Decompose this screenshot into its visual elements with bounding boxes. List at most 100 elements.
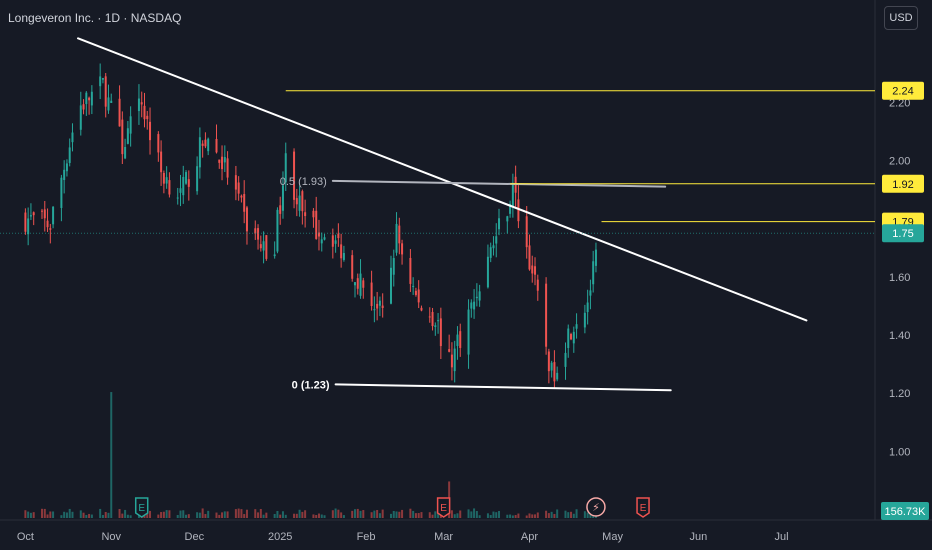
volume-bar bbox=[312, 514, 315, 518]
candle-body bbox=[320, 239, 323, 244]
volume-bar bbox=[381, 509, 384, 518]
volume-bar bbox=[237, 508, 240, 518]
volume-bar bbox=[495, 512, 498, 518]
volume-bar bbox=[459, 510, 462, 518]
candle-body bbox=[373, 309, 376, 311]
volume-bar bbox=[389, 513, 392, 518]
volume-bar bbox=[284, 514, 287, 518]
candle-body bbox=[168, 180, 171, 195]
earnings-event-label: E bbox=[138, 503, 145, 514]
y-tick-label: 1.20 bbox=[889, 388, 910, 400]
volume-bar bbox=[398, 511, 401, 518]
volume-bar bbox=[68, 508, 71, 518]
candle-body bbox=[450, 354, 453, 368]
volume-bar bbox=[536, 512, 539, 518]
time-axis[interactable]: Oct Nov Dec 2025 Feb Mar Apr May Jun Jul bbox=[17, 531, 789, 543]
candle-body bbox=[24, 212, 27, 232]
candle-body bbox=[434, 325, 437, 327]
candle-body bbox=[107, 97, 110, 111]
volume-bar bbox=[276, 510, 279, 518]
candle-body bbox=[331, 235, 334, 247]
volume-bar bbox=[525, 515, 528, 518]
candle-body bbox=[29, 215, 32, 217]
candle-body bbox=[157, 134, 160, 153]
candle-body bbox=[204, 139, 207, 147]
volume-label: 156.73K bbox=[885, 506, 927, 518]
volume-bar bbox=[146, 512, 149, 518]
candle-body bbox=[506, 216, 509, 222]
y-tick-label: 1.00 bbox=[889, 446, 910, 458]
volume-bar bbox=[187, 514, 190, 518]
candle-body bbox=[589, 290, 592, 296]
candles bbox=[24, 63, 597, 388]
trendline bbox=[334, 383, 672, 392]
candle-body bbox=[534, 266, 537, 275]
candle-body bbox=[370, 282, 373, 306]
volume-bars bbox=[24, 392, 597, 518]
trendline bbox=[331, 179, 667, 188]
price-axis[interactable]: 2.202.001.601.401.201.002.241.921.791.75… bbox=[881, 81, 929, 520]
candle-body bbox=[71, 132, 74, 143]
candle-body bbox=[279, 205, 282, 214]
candle-body bbox=[395, 223, 398, 253]
volume-bar bbox=[531, 514, 534, 518]
volume-bar bbox=[567, 512, 570, 518]
volume-bar bbox=[342, 515, 345, 518]
candle-body bbox=[583, 312, 586, 328]
candle-body bbox=[196, 166, 199, 192]
candle-body bbox=[254, 228, 257, 234]
candle-body bbox=[498, 218, 501, 230]
candle-body bbox=[226, 158, 229, 178]
candle-body bbox=[317, 232, 320, 237]
x-tick-label: Jul bbox=[774, 531, 788, 543]
volume-bar bbox=[506, 514, 509, 518]
candle-body bbox=[362, 280, 365, 288]
earnings-event-icon bbox=[636, 497, 650, 518]
candle-body bbox=[556, 372, 559, 380]
earnings-event-label: E bbox=[440, 503, 447, 514]
volume-bar bbox=[409, 508, 412, 518]
volume-bar bbox=[149, 510, 152, 518]
volume-bar bbox=[126, 514, 129, 518]
volume-bar bbox=[104, 511, 107, 518]
candle-body bbox=[137, 98, 140, 112]
candle-body bbox=[353, 282, 356, 286]
volume-bar bbox=[223, 511, 226, 518]
volume-bar bbox=[293, 513, 296, 518]
candle-body bbox=[143, 105, 146, 120]
candle-body bbox=[359, 273, 362, 296]
volume-bar bbox=[572, 513, 575, 518]
candle-body bbox=[439, 318, 442, 347]
candle-body bbox=[126, 128, 129, 144]
volume-bar bbox=[498, 510, 501, 518]
volume-bar bbox=[356, 508, 359, 518]
volume-bar bbox=[353, 509, 356, 518]
volume-bar bbox=[370, 512, 373, 518]
volume-bar bbox=[395, 511, 398, 518]
candle-body bbox=[245, 207, 248, 232]
candle-body bbox=[265, 235, 268, 259]
volume-bar bbox=[129, 515, 132, 518]
volume-bar bbox=[90, 514, 93, 518]
volume-bar bbox=[157, 514, 160, 518]
currency-button[interactable]: USD bbox=[884, 6, 918, 30]
candle-body bbox=[315, 210, 318, 239]
volume-bar bbox=[65, 512, 68, 518]
candle-body bbox=[478, 291, 481, 301]
volume-bar bbox=[79, 510, 82, 518]
candle-body bbox=[201, 143, 204, 146]
candle-body bbox=[223, 157, 226, 163]
volume-bar bbox=[553, 514, 556, 518]
volume-bar bbox=[52, 511, 55, 518]
candle-body bbox=[85, 92, 88, 105]
volume-bar bbox=[259, 508, 262, 518]
volume-bar bbox=[514, 515, 517, 518]
volume-bar bbox=[511, 515, 514, 518]
candle-body bbox=[215, 138, 218, 153]
candle-body bbox=[129, 116, 132, 134]
candle-body bbox=[525, 216, 528, 248]
volume-bar bbox=[564, 510, 567, 518]
candle-body bbox=[456, 334, 459, 346]
candle-body bbox=[281, 185, 284, 211]
